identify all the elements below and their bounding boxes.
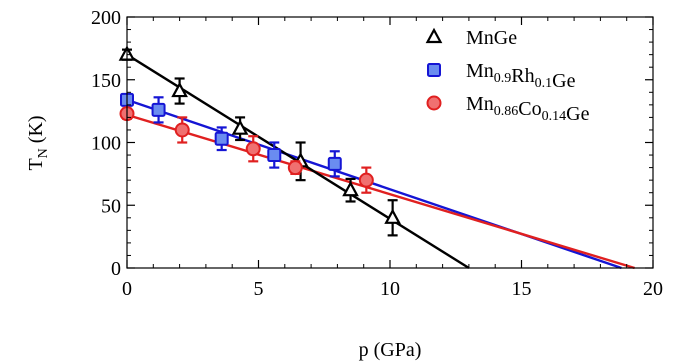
fit-line-2 [126, 113, 635, 270]
legend-label-part: Ge [494, 27, 517, 49]
data-point [214, 126, 229, 152]
x-tick-label: 0 [122, 278, 132, 300]
legend-label: Mn0.86Co0.14Ge [466, 93, 590, 125]
y-tick-label: 50 [101, 195, 121, 217]
y-tick-label: 0 [111, 258, 121, 280]
legend-marker-circle [426, 95, 442, 111]
x-axis-label: p (GPa) [359, 339, 422, 361]
x-tick-label: 10 [380, 278, 400, 300]
marker-square [151, 102, 166, 117]
legend-label: MnGe [466, 27, 517, 49]
plot-frame [126, 16, 654, 269]
marker-square [327, 156, 342, 171]
legend-label-part: Mn [466, 60, 494, 82]
marker-triangle [231, 119, 249, 135]
legend-label-part: Rh [511, 65, 534, 87]
legend-label-part: Mn [466, 27, 494, 49]
marker-square [214, 131, 229, 146]
legend-marker-square [427, 63, 441, 77]
data-point [384, 199, 401, 237]
y-tick-label: 200 [91, 7, 121, 29]
x-tick-label: 20 [643, 278, 663, 300]
marker-triangle [342, 180, 359, 197]
marker-circle [358, 172, 374, 188]
data-point [231, 116, 249, 142]
legend-label-part: Mn [466, 93, 494, 115]
legend-label-sub: 0.14 [542, 109, 567, 124]
legend-item: MnGe [425, 27, 517, 49]
legend-marker-triangle [425, 27, 443, 44]
data-point [174, 116, 190, 144]
marker-circle [174, 122, 190, 138]
legend-label-part: Co [518, 98, 541, 120]
y-tick-label: 150 [91, 70, 121, 92]
data-point [171, 77, 188, 105]
legend-item: Mn0.86Co0.14Ge [426, 93, 590, 125]
y-axis-label-unit: (K) [25, 115, 47, 148]
data-point [287, 160, 303, 176]
data-point [342, 177, 359, 203]
data-point [267, 141, 282, 169]
legend-item: Mn0.9Rh0.1Ge [427, 60, 576, 92]
data-point [151, 96, 166, 124]
x-tick-label: 15 [512, 278, 532, 300]
marker-square [267, 148, 282, 163]
legend-label: Mn0.9Rh0.1Ge [466, 60, 576, 92]
marker-circle [287, 160, 303, 176]
legend-label-part: Ge [566, 103, 589, 125]
legend-label-part: Ge [552, 70, 575, 92]
y-axis-label-sub: N [36, 148, 51, 158]
data-point [358, 166, 374, 194]
legend-label-sub: 0.9 [494, 71, 512, 86]
x-tick-label: 5 [254, 278, 264, 300]
marker-triangle [384, 208, 401, 224]
data-point [327, 150, 342, 178]
y-axis-label: TN (K) [25, 115, 51, 170]
legend-label-sub: 0.1 [535, 76, 553, 91]
legend-label-sub: 0.86 [494, 104, 519, 119]
marker-triangle [171, 81, 188, 98]
y-axis-label-main: T [25, 158, 47, 170]
marker-circle [245, 141, 261, 157]
data-point [245, 135, 261, 163]
y-tick-label: 100 [91, 133, 121, 155]
